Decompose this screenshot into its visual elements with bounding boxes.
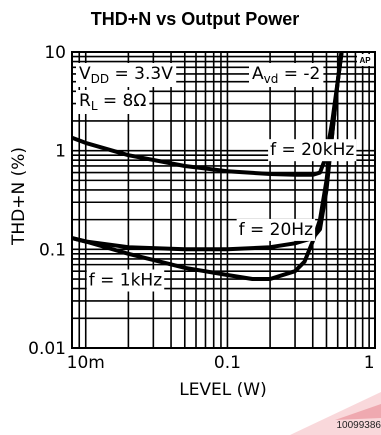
curve-label-bg — [86, 269, 165, 292]
x-tick-label: 10m — [67, 353, 105, 373]
avd-sub: vd — [264, 72, 279, 86]
rl-sub: L — [91, 99, 98, 113]
curve-label-1: f = 20Hz — [236, 218, 316, 241]
ap-logo-text: AP — [359, 56, 371, 65]
annotation-avd: Avd = -2 — [252, 64, 320, 86]
x-tick-label: 1 — [364, 353, 375, 373]
curve-labels: f = 20kHz f = 20Hz f = 1kHz — [86, 139, 357, 292]
curve-label-bg — [236, 218, 316, 241]
annotation-vdd: VDD = 3.3V — [79, 64, 173, 86]
figure-id: 10099386 — [337, 420, 381, 431]
y-tick-label: 0.01 — [28, 339, 66, 359]
avd-rest: = -2 — [278, 64, 320, 84]
rl-rest: = 8Ω — [98, 91, 147, 111]
vdd-sub: DD — [91, 72, 109, 86]
curve-label-text: f = 1kHz — [89, 270, 162, 290]
curve-label-bg — [268, 139, 357, 162]
curve-label-0: f = 20kHz — [268, 139, 357, 162]
curve-label-text: f = 20Hz — [239, 220, 313, 240]
vdd-rest: = 3.3V — [109, 64, 173, 84]
annotation-bg — [76, 90, 150, 114]
y-axis-label: THD+N (%) — [9, 147, 29, 246]
plot-frame — [71, 51, 376, 349]
curve-label-text: f = 20kHz — [270, 140, 354, 160]
chart-title: THD+N vs Output Power — [91, 9, 300, 29]
vdd-main: V — [79, 64, 91, 84]
annotation-bg — [249, 63, 324, 87]
annotation-bg — [76, 63, 177, 87]
y-tick-label: 10 — [44, 43, 66, 63]
y-tick-label: 0.1 — [39, 240, 66, 260]
ap-logo: AP — [357, 54, 374, 66]
watermark-graphic — [290, 392, 381, 435]
y-tick-label: 1 — [55, 142, 66, 162]
annotation-rl: RL = 8Ω — [79, 91, 146, 113]
tick-labels: 10m 0.1 1 10 1 0.1 0.01 — [28, 43, 374, 373]
x-axis-label: LEVEL (W) — [179, 380, 267, 400]
avd-main: A — [252, 64, 264, 84]
rl-main: R — [79, 91, 91, 111]
x-tick-label: 0.1 — [214, 353, 241, 373]
curve-label-2: f = 1kHz — [86, 269, 165, 292]
